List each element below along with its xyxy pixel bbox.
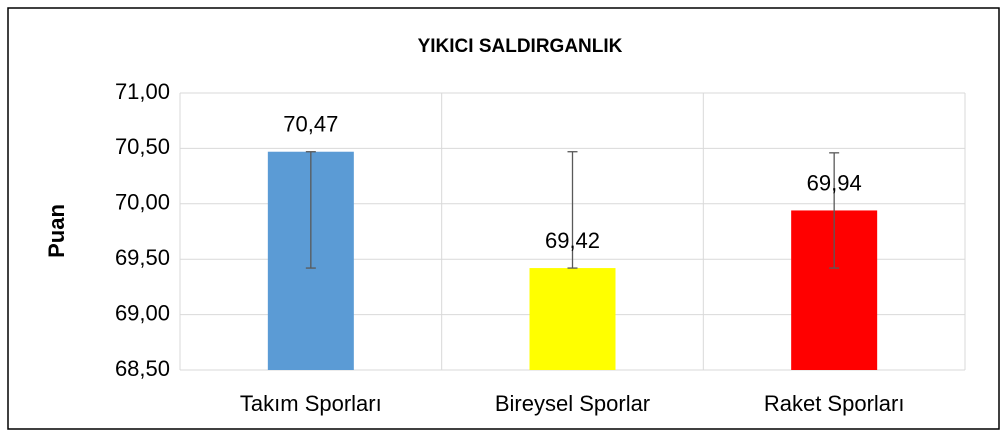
x-tick-label: Bireysel Sporlar	[495, 391, 650, 416]
bar	[529, 268, 616, 370]
data-label: 70,47	[283, 112, 338, 137]
y-axis-label: Puan	[44, 204, 69, 258]
y-tick-label: 69,00	[115, 300, 170, 325]
y-tick-label: 68,50	[115, 356, 170, 381]
x-tick-label: Takım Sporları	[240, 391, 382, 416]
y-tick-label: 71,00	[115, 79, 170, 104]
y-tick-label: 70,50	[115, 134, 170, 159]
y-tick-label: 70,00	[115, 190, 170, 215]
y-tick-label: 69,50	[115, 245, 170, 270]
data-label: 69,42	[545, 228, 600, 253]
x-tick-label: Raket Sporları	[764, 391, 905, 416]
data-label: 69,94	[807, 170, 862, 195]
chart-title: YIKICI SALDIRGANLIK	[418, 36, 623, 57]
